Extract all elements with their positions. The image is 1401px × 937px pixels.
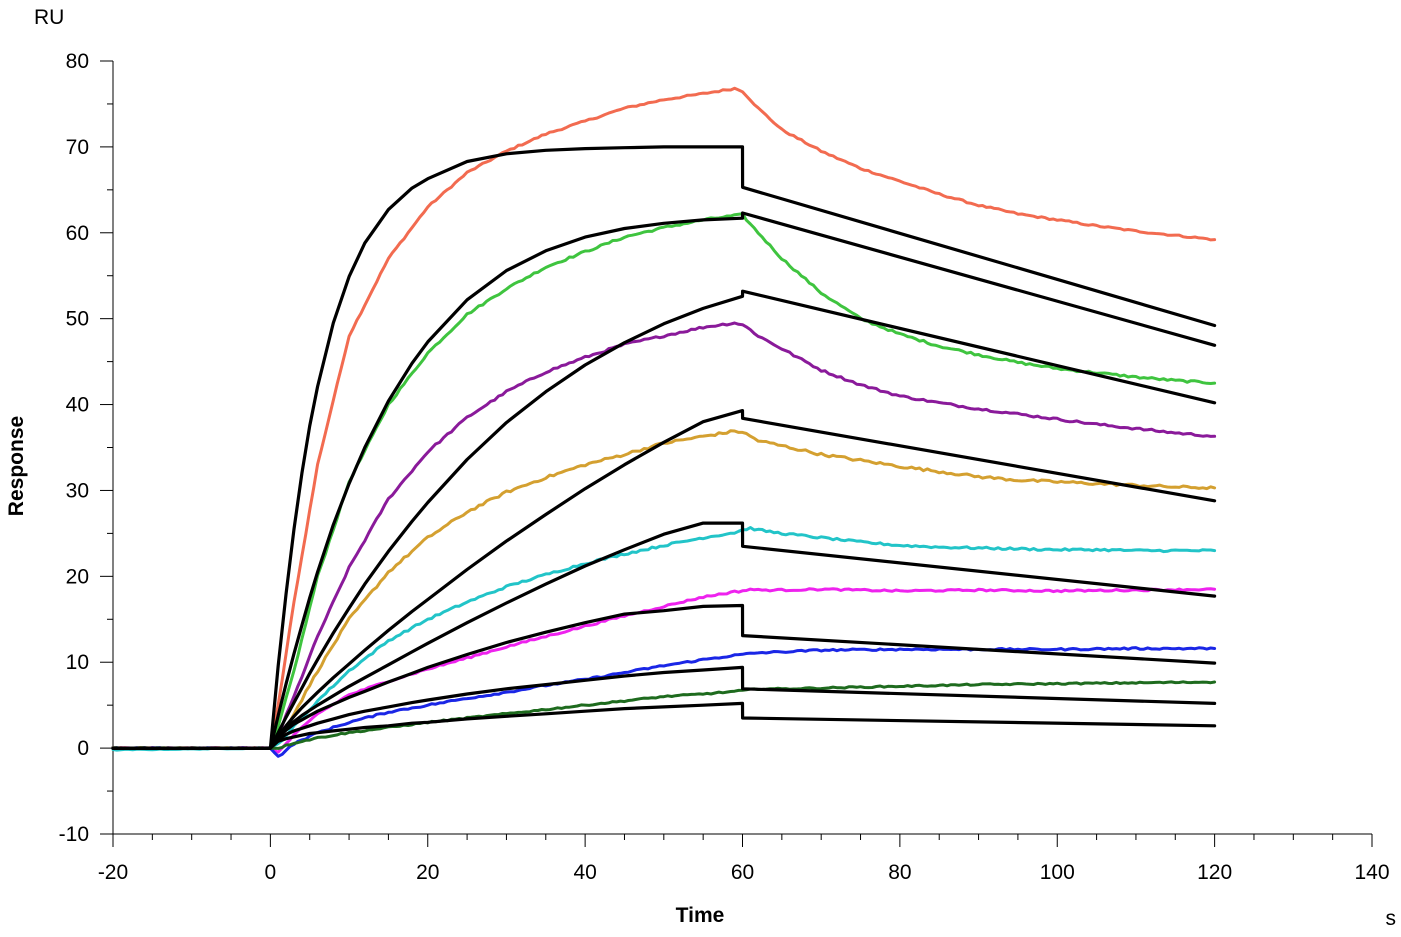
fitted-curve bbox=[111, 145, 1217, 750]
fitted-curve bbox=[111, 211, 1217, 750]
y-tick-label: 70 bbox=[66, 136, 89, 159]
y-axis-title: Response bbox=[5, 416, 28, 516]
y-tick-label: 50 bbox=[66, 308, 89, 331]
x-tick-label: 120 bbox=[1197, 861, 1232, 884]
x-axis-title: Time bbox=[676, 904, 725, 927]
y-tick-label: 80 bbox=[66, 50, 89, 73]
fitted-curve bbox=[111, 603, 1217, 750]
x-tick-label: -20 bbox=[98, 861, 128, 884]
x-tick-label: 100 bbox=[1040, 861, 1075, 884]
axes: -10 0 10 20 30 40 50 60 70 80 -20 0 20 40 60 80 100 120 14… bbox=[59, 50, 1390, 884]
y-tick-label: 40 bbox=[66, 394, 89, 417]
measured-curve bbox=[111, 212, 1217, 750]
y-tick-label: 0 bbox=[77, 737, 89, 760]
fitted-curve bbox=[111, 289, 1217, 750]
series-group bbox=[111, 86, 1217, 758]
measured-curve bbox=[111, 587, 1217, 754]
x-unit-label: s bbox=[1386, 907, 1397, 930]
x-tick-label: 80 bbox=[888, 861, 911, 884]
x-tick-label: 60 bbox=[731, 861, 754, 884]
x-tick-label: 140 bbox=[1354, 861, 1389, 884]
y-tick-label: -10 bbox=[59, 823, 89, 846]
y-tick-label: 30 bbox=[66, 479, 89, 502]
fitted-curve bbox=[111, 409, 1217, 750]
y-unit-label: RU bbox=[34, 6, 64, 29]
y-tick-label: 10 bbox=[66, 651, 89, 674]
y-tick-label: 20 bbox=[66, 565, 89, 588]
measured-curve bbox=[111, 680, 1217, 750]
measured-curve bbox=[111, 86, 1217, 750]
measured-curve bbox=[111, 321, 1217, 750]
fitted-curve bbox=[111, 665, 1217, 750]
fitted-curve bbox=[111, 701, 1217, 750]
x-tick-label: 40 bbox=[573, 861, 596, 884]
y-tick-label: 60 bbox=[66, 222, 89, 245]
x-tick-label: 20 bbox=[416, 861, 439, 884]
x-tick-label: 0 bbox=[265, 861, 277, 884]
fitted-curve bbox=[111, 521, 1217, 750]
